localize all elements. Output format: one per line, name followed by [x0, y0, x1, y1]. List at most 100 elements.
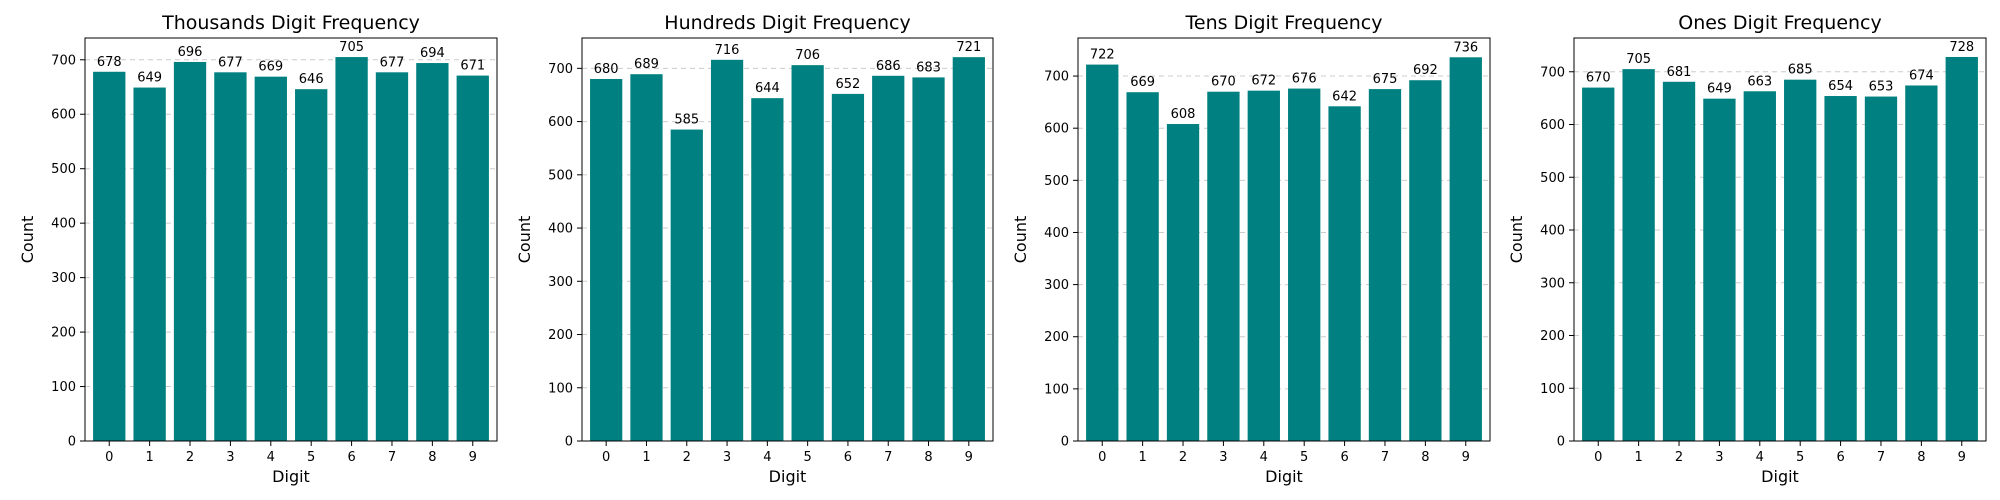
bar	[1247, 90, 1280, 441]
bar	[1409, 80, 1442, 442]
bar-value-label: 672	[1251, 74, 1276, 89]
y-tick-label: 400	[1044, 226, 1069, 241]
x-tick-label: 0	[105, 450, 113, 465]
bar-value-label: 716	[715, 43, 740, 58]
bar-value-label: 722	[1090, 48, 1115, 63]
y-tick-label: 500	[548, 168, 573, 183]
x-tick-label: 4	[1260, 450, 1268, 465]
y-tick-label: 700	[1044, 70, 1069, 85]
bar	[375, 72, 409, 442]
bar	[335, 57, 368, 441]
bar	[1864, 96, 1898, 441]
bar-value-label: 692	[1413, 63, 1438, 78]
bar	[93, 71, 126, 441]
x-tick-label: 5	[1300, 450, 1308, 465]
bar-value-label: 649	[1707, 82, 1732, 97]
y-axis-label: Count	[1011, 216, 1030, 264]
bar	[1743, 91, 1776, 441]
y-tick-label: 0	[1061, 435, 1069, 450]
bar-value-label: 696	[178, 45, 203, 60]
x-tick-label: 3	[723, 450, 731, 465]
x-tick-label: 5	[307, 450, 315, 465]
bar	[1945, 56, 1978, 441]
bar	[831, 93, 865, 441]
bar-value-label: 669	[258, 60, 283, 75]
x-tick-label: 8	[428, 450, 436, 465]
y-tick-label: 500	[51, 162, 76, 177]
bar-value-label: 674	[1909, 68, 1934, 83]
bar-value-label: 652	[836, 77, 861, 92]
bar	[1824, 96, 1857, 441]
chart-title: Thousands Digit Frequency	[161, 12, 420, 34]
bar	[1368, 89, 1402, 441]
x-tick-label: 6	[1836, 450, 1844, 465]
x-tick-label: 9	[1958, 450, 1966, 465]
x-tick-label: 1	[1138, 450, 1146, 465]
bar	[254, 76, 287, 442]
bar	[1086, 64, 1119, 441]
bar-value-label: 705	[1626, 52, 1651, 67]
y-tick-label: 100	[1540, 382, 1565, 397]
y-axis-label: Count	[1507, 216, 1526, 264]
plot-frame	[1077, 37, 1491, 442]
bar	[416, 63, 449, 441]
bar	[710, 59, 744, 441]
chart-title: Ones Digit Frequency	[1678, 12, 1882, 34]
bar	[1784, 79, 1817, 442]
x-tick-label: 9	[1462, 450, 1470, 465]
plot-frame	[1573, 37, 1987, 442]
x-tick-label: 9	[965, 450, 973, 465]
x-tick-label: 7	[388, 450, 396, 465]
plot-frame	[84, 37, 498, 442]
y-tick-label: 0	[68, 435, 76, 450]
bar	[456, 75, 489, 441]
x-tick-label: 2	[186, 450, 194, 465]
x-tick-label: 3	[1219, 450, 1227, 465]
bar	[214, 72, 247, 442]
y-tick-label: 300	[51, 271, 76, 286]
chart-title: Hundreds Digit Frequency	[664, 12, 910, 34]
x-tick-label: 5	[1796, 450, 1804, 465]
x-tick-label: 2	[1179, 450, 1187, 465]
bar-value-label: 653	[1869, 80, 1894, 95]
y-tick-label: 400	[548, 222, 573, 237]
bar-value-label: 683	[916, 60, 941, 75]
x-tick-label: 4	[763, 450, 771, 465]
y-tick-label: 700	[1540, 65, 1565, 80]
x-tick-label: 8	[1917, 450, 1925, 465]
x-tick-label: 2	[1675, 450, 1683, 465]
bar	[173, 61, 207, 442]
x-axis-label: Digit	[272, 467, 310, 486]
bar-value-label: 689	[634, 57, 659, 72]
bar-value-label: 677	[218, 55, 243, 70]
y-tick-label: 300	[1540, 276, 1565, 291]
bar-value-label: 671	[460, 59, 485, 74]
y-tick-label: 200	[51, 326, 76, 341]
bar-value-label: 686	[876, 59, 901, 74]
x-tick-label: 1	[642, 450, 650, 465]
bar-value-label: 680	[594, 62, 619, 77]
plot-frame	[581, 37, 994, 442]
x-tick-label: 7	[1381, 450, 1389, 465]
bar-value-label: 646	[299, 72, 324, 87]
bar-value-label: 681	[1667, 65, 1692, 80]
bar	[630, 74, 663, 441]
y-axis-label: Count	[18, 216, 37, 264]
bar-value-label: 675	[1373, 72, 1398, 87]
bar	[1328, 106, 1361, 441]
y-tick-label: 500	[1044, 174, 1069, 189]
bar	[1622, 69, 1655, 441]
x-tick-label: 4	[267, 450, 275, 465]
bar-value-label: 721	[956, 40, 981, 55]
x-tick-label: 6	[844, 450, 852, 465]
x-tick-label: 6	[347, 450, 355, 465]
bar-value-label: 706	[795, 48, 820, 63]
bar	[1703, 98, 1736, 441]
y-tick-label: 500	[1540, 171, 1565, 186]
bar-value-label: 644	[755, 81, 780, 96]
x-axis-label: Digit	[1761, 467, 1799, 486]
bar-value-label: 585	[674, 113, 699, 128]
y-tick-label: 100	[1044, 382, 1069, 397]
